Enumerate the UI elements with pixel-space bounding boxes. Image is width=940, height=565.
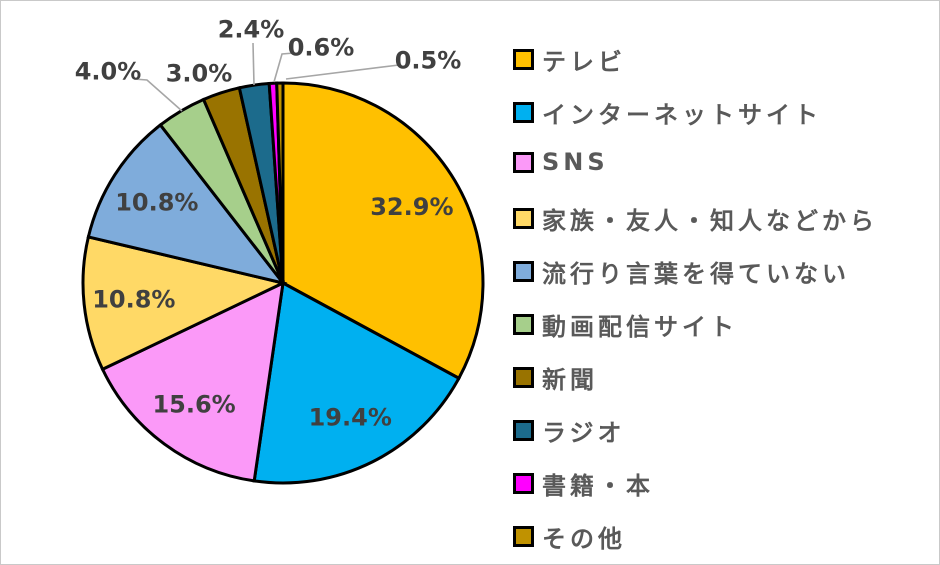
legend-label: 新聞 [542, 366, 598, 394]
legend-label: インターネットサイト [542, 101, 822, 129]
legend-item-0: テレビ [513, 42, 626, 77]
legend-label: 家族・友人・知人などから [542, 207, 878, 235]
pie-slice-0 [281, 81, 485, 381]
slice-data-label-4: 10.8% [115, 188, 198, 216]
legend-item-4: 流行り言葉を得ていない [513, 254, 850, 289]
pie-slice-1 [252, 280, 461, 485]
leader-line-9 [285, 64, 400, 80]
legend-item-5: 動画配信サイト [513, 307, 738, 342]
legend-item-1: インターネットサイト [513, 95, 822, 130]
slice-data-label-1: 19.4% [309, 404, 392, 432]
legend-label: ラジオ [542, 419, 626, 447]
legend-item-3: 家族・友人・知人などから [513, 201, 878, 236]
slice-data-label-0: 32.9% [370, 193, 453, 221]
pie-slice-4 [86, 122, 287, 286]
leader-line-5 [133, 78, 183, 112]
pie-slice-3 [81, 235, 288, 372]
legend-swatch-icon [513, 314, 534, 335]
legend-swatch-icon [513, 367, 534, 388]
legend-item-2: SNS [513, 148, 609, 176]
slice-data-label-7: 2.4% [218, 16, 285, 44]
legend-item-6: 新聞 [513, 360, 598, 395]
legend-swatch-icon [513, 151, 534, 173]
legend-swatch-icon [513, 473, 534, 494]
legend-item-7: ラジオ [513, 413, 626, 448]
legend-swatch-icon [513, 420, 534, 441]
legend-item-8: 書籍・本 [513, 466, 654, 501]
legend-label: SNS [542, 148, 609, 176]
legend-swatch-icon [513, 49, 534, 70]
legend-item-9: その他 [513, 519, 626, 554]
slice-data-label-5: 4.0% [75, 58, 142, 86]
leader-line-8 [273, 52, 295, 83]
legend-label: 流行り言葉を得ていない [542, 260, 850, 288]
pie-slice-2 [100, 280, 285, 483]
pie-slice-9 [275, 81, 285, 284]
slice-data-label-3: 10.8% [92, 286, 175, 314]
legend-label: テレビ [542, 48, 626, 76]
legend-swatch-icon [513, 261, 534, 282]
legend-swatch-icon [513, 102, 534, 123]
leader-line-7 [252, 42, 255, 86]
slice-data-label-2: 15.6% [152, 390, 235, 418]
slice-data-label-8: 0.6% [288, 34, 355, 62]
slice-data-label-6: 3.0% [166, 60, 233, 88]
legend: テレビインターネットサイト SNS 家族・友人・知人などから 流行り言葉を得ていない動… [513, 1, 937, 564]
legend-label: 書籍・本 [542, 472, 654, 500]
legend-swatch-icon [513, 526, 534, 547]
legend-swatch-icon [513, 208, 534, 229]
legend-label: 動画配信サイト [542, 313, 738, 341]
legend-label: その他 [542, 525, 626, 553]
slice-data-label-9: 0.5% [395, 47, 462, 75]
